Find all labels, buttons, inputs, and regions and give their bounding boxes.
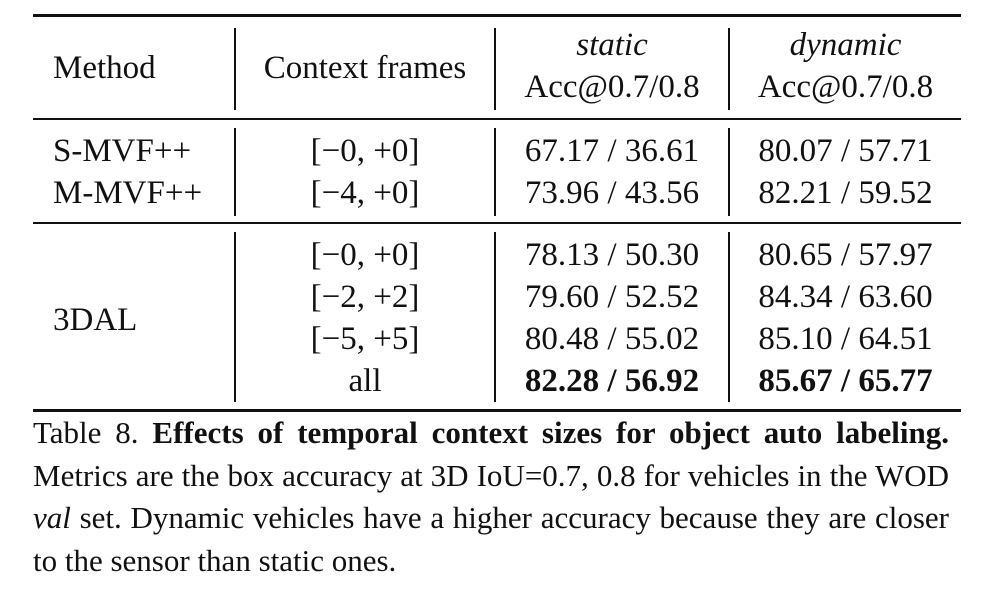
static-acc-cell: 80.48 / 55.02 (524, 321, 700, 357)
col-divider (728, 128, 730, 216)
col-divider (494, 128, 496, 216)
method-cell: M-MVF++ (53, 175, 203, 211)
col-divider (234, 128, 236, 216)
caption-text: Metrics are the box accuracy at 3D IoU=0… (33, 457, 949, 493)
static-acc-cell: 73.96 / 43.56 (524, 175, 700, 211)
static-acc-cell: 78.13 / 50.30 (524, 237, 700, 273)
dynamic-acc-cell: 82.21 / 59.52 (758, 175, 933, 211)
results-table: Method Context frames static Acc@0.7/0.8… (33, 14, 961, 412)
caption-text-2: set. Dynamic vehicles have a higher accu… (33, 500, 950, 578)
caption-title: Effects of temporal context sizes for ob… (152, 415, 950, 450)
col-divider (234, 28, 236, 110)
context-cell: [−2, +2] (310, 279, 420, 315)
col-divider (728, 28, 730, 110)
caption-label: Table 8. (33, 415, 139, 450)
header-dynamic-metric: Acc@0.7/0.8 (757, 69, 934, 105)
table-top-rule (33, 14, 961, 17)
dynamic-acc-cell: 85.10 / 64.51 (758, 321, 933, 357)
static-acc-cell-best: 82.28 / 56.92 (524, 363, 700, 399)
header-static-metric: Acc@0.7/0.8 (524, 69, 700, 105)
caption-italic: val (33, 500, 71, 535)
method-cell-3dal: 3DAL (53, 302, 138, 338)
header-dynamic-label: dynamic (789, 27, 902, 63)
context-cell: [−4, +0] (310, 175, 420, 211)
dynamic-acc-cell: 84.34 / 63.60 (758, 279, 933, 315)
method-cell: S-MVF++ (53, 133, 192, 169)
table-caption: Table 8. Effects of temporal context siz… (33, 412, 949, 582)
dynamic-acc-cell-best: 85.67 / 65.77 (758, 363, 933, 399)
header-context: Context frames (263, 50, 467, 86)
static-acc-cell: 79.60 / 52.52 (524, 279, 700, 315)
dynamic-acc-cell: 80.07 / 57.71 (758, 133, 933, 169)
header-static-label: static (576, 27, 648, 63)
col-divider (728, 232, 730, 402)
col-divider (494, 232, 496, 402)
context-cell: [−0, +0] (310, 133, 420, 169)
static-acc-cell: 67.17 / 36.61 (524, 133, 700, 169)
group-rule (33, 222, 961, 224)
table-bottom-rule (33, 409, 961, 412)
context-cell: [−0, +0] (310, 237, 420, 273)
col-divider (494, 28, 496, 110)
context-cell: all (348, 363, 382, 399)
header-rule (33, 118, 961, 120)
header-method: Method (53, 50, 156, 86)
col-divider (234, 232, 236, 402)
context-cell: [−5, +5] (310, 321, 420, 357)
dynamic-acc-cell: 80.65 / 57.97 (758, 237, 933, 273)
